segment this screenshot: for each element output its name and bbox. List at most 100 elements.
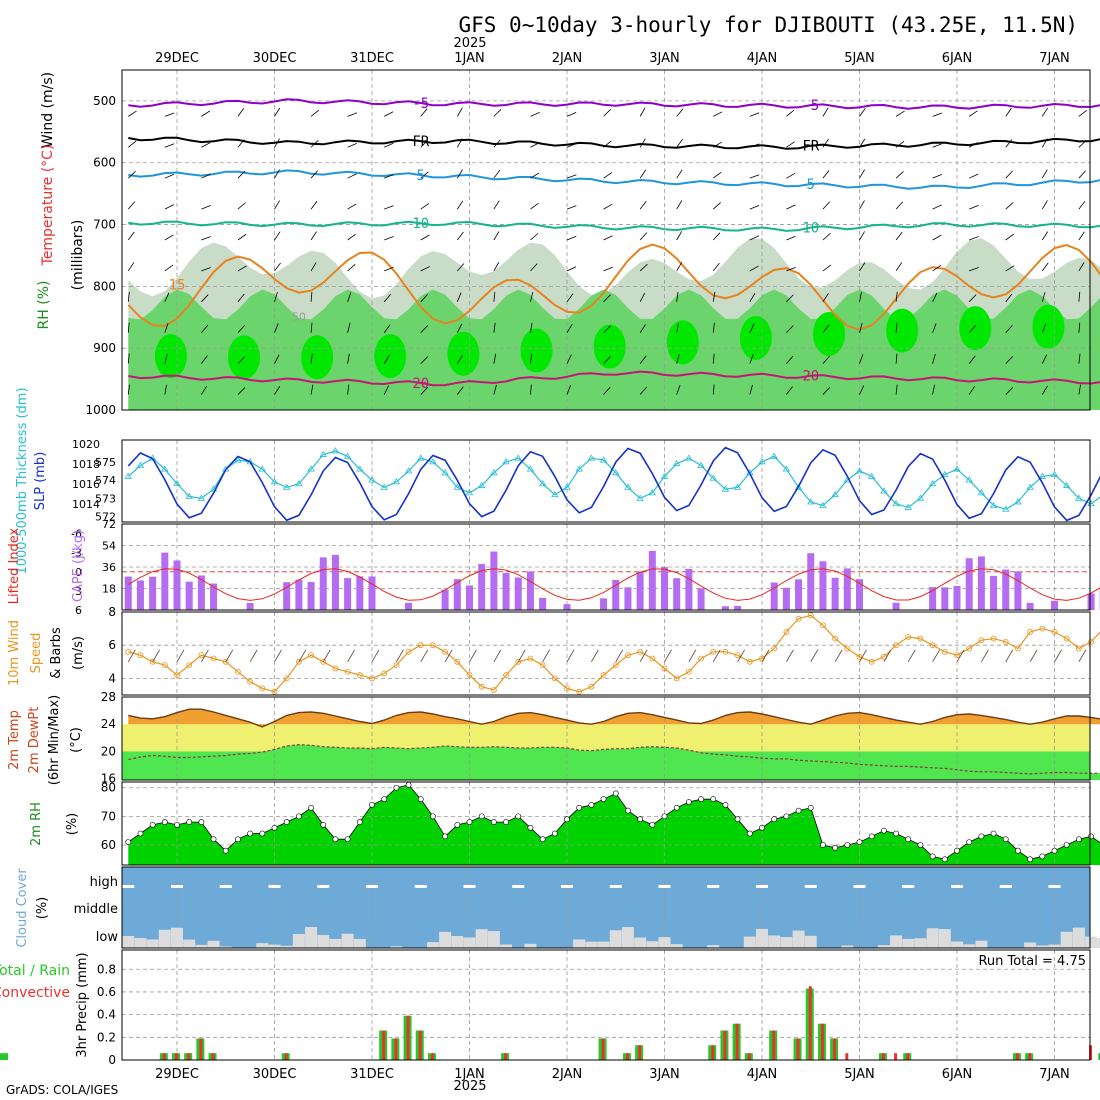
wind-barb: [456, 292, 462, 302]
cloud-cover-axis-label: Cloud Cover: [15, 868, 30, 948]
wind-barbs-label: & Barbs: [49, 627, 64, 679]
axis-text: 29DEC 29DEC 30DEC 30DEC 31DEC 31DEC 1JAN 1JAN 2J…: [0, 51, 1086, 1082]
wind-barb: [895, 384, 898, 395]
precip-convective-bar: [1015, 1053, 1019, 1060]
wind-barb: [749, 293, 756, 303]
wind-speed-marker: [527, 655, 534, 662]
thickness-marker: [270, 478, 279, 485]
cape-tick-label: 54: [102, 540, 116, 553]
wind-speed-marker: [283, 675, 290, 682]
wind-barb: [749, 354, 754, 364]
thickness-marker: [490, 469, 498, 476]
precip-convective-bar: [504, 1053, 508, 1060]
wind-barb: [201, 173, 211, 179]
cloud-low-bar: [890, 935, 903, 948]
rh2m-marker: [442, 833, 449, 840]
wind-barb: [164, 264, 174, 272]
li-tick-label: 6: [75, 604, 82, 617]
wind-barb: [749, 112, 760, 117]
cloud-low-bar: [743, 936, 756, 948]
rh2m-units-label: (%): [65, 813, 80, 836]
wind-barb: [1041, 385, 1048, 395]
rh-moist-cell: [520, 328, 553, 373]
surface-wind-barb: [201, 649, 209, 663]
wind-speed-marker: [844, 645, 851, 652]
wind-barb: [932, 323, 937, 333]
wind-barb: [859, 200, 865, 210]
time-tick-label-top: 31DEC: [350, 51, 394, 66]
cloud-low-bar: [500, 944, 513, 948]
cloud-high-bar: [609, 885, 622, 888]
wind-speed-marker: [746, 658, 753, 665]
wind-speed-marker: [393, 662, 400, 669]
wind-barb: [310, 170, 318, 179]
wind-barb: [237, 293, 245, 303]
wind-barb: [603, 356, 611, 364]
rh2m-marker: [734, 816, 741, 823]
rh2m-marker: [515, 813, 522, 820]
wind-speed-marker: [551, 675, 558, 682]
wind-speed-marker: [564, 685, 570, 692]
cape-bar: [636, 571, 644, 610]
wind-barb: [201, 110, 211, 117]
precip-convective-bar: [808, 986, 812, 1060]
time-tick-label-top: 3JAN: [649, 51, 680, 66]
cloud-high-bar: [512, 885, 525, 888]
precip-convective-bar: [881, 1053, 885, 1060]
precip-convective-bar: [1089, 1045, 1093, 1060]
wind-barb: [456, 200, 464, 210]
rh2m-marker: [405, 781, 412, 788]
wind-barb: [822, 387, 831, 395]
wind-speed-marker: [600, 672, 607, 678]
precip-units-label: 3hr Precip (mm): [75, 952, 90, 1057]
surface-wind-barb: [1054, 649, 1062, 663]
wind-barb: [786, 235, 796, 241]
thickness-marker: [685, 454, 693, 461]
cape-bar: [405, 602, 413, 610]
wind-barb: [639, 200, 647, 210]
wind-barb: [530, 172, 540, 179]
rh2m-marker: [222, 847, 229, 854]
precip-convective-bar: [625, 1053, 629, 1060]
wind-barb: [310, 322, 313, 333]
wind-barb: [786, 294, 794, 303]
cloud-low-bar: [353, 938, 366, 948]
wind-barb: [347, 353, 350, 364]
wind-barb: [347, 292, 352, 302]
rh2m-marker: [600, 796, 607, 803]
cape-bar: [782, 587, 790, 610]
wind-speed-marker: [966, 645, 973, 652]
wind-speed-marker: [405, 648, 412, 655]
rh2m-marker: [466, 819, 473, 825]
cape-bar: [453, 579, 461, 610]
rh2m-marker: [868, 833, 875, 840]
wind-barb: [384, 266, 394, 272]
rh2m-marker: [137, 830, 144, 837]
surface-wind-barb: [444, 649, 453, 663]
wind-barb: [566, 143, 577, 148]
wind-barb: [237, 202, 246, 210]
cloud-high-bar: [756, 885, 768, 888]
wind-barb: [713, 141, 722, 148]
wind-speed-marker: [198, 652, 205, 659]
thickness-marker: [855, 467, 864, 474]
wind-speed-marker: [503, 672, 509, 678]
wind-speed-marker: [417, 642, 424, 649]
wind-barb: [310, 140, 319, 148]
cloud-low-bar: [426, 942, 439, 948]
cloud-high-bar: [219, 885, 232, 888]
wind-speed-marker: [820, 622, 826, 629]
wind-barb: [712, 202, 721, 210]
wind-barb: [164, 204, 174, 210]
cloud-high-bar: [366, 885, 378, 888]
surface-wind-barb: [907, 649, 916, 663]
surface-wind-barb: [493, 649, 502, 663]
wind-speed-marker: [137, 652, 144, 659]
cape-bar: [673, 578, 681, 610]
wind-speed-marker: [125, 648, 132, 655]
wind-barb: [384, 205, 394, 210]
cloud-high-bar: [951, 885, 963, 888]
thickness-marker: [807, 498, 815, 505]
wind-barb: [932, 112, 943, 117]
cape-bar: [344, 578, 352, 610]
